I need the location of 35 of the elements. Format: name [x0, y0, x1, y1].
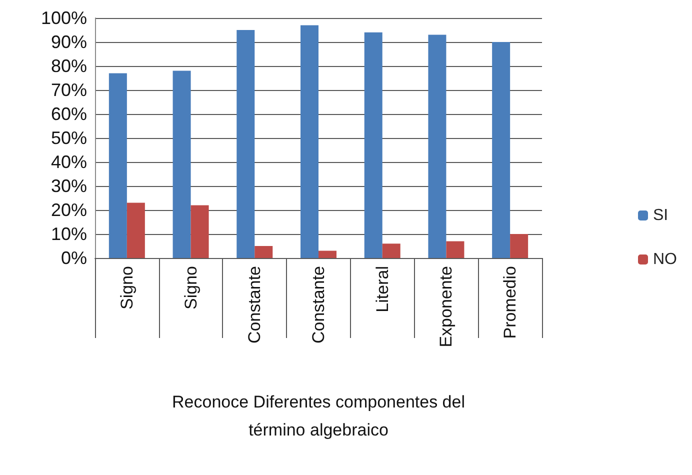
x-tick-label: Exponente: [436, 266, 456, 348]
bar: [236, 30, 255, 258]
x-tick-label: Constante: [245, 266, 264, 344]
bar: [364, 32, 382, 258]
legend-label: NO: [653, 251, 677, 268]
bar: [382, 244, 400, 258]
legend-label: SI: [653, 207, 668, 224]
y-tick-label: 60%: [50, 104, 87, 124]
x-tick-label: Signo: [117, 266, 136, 310]
y-tick-label: 80%: [50, 56, 87, 76]
bar: [318, 250, 336, 258]
y-tick-label: 10%: [50, 224, 87, 244]
x-tick-label: Literal: [372, 266, 392, 312]
y-tick-label: 0%: [60, 248, 87, 268]
y-tick-label: 70%: [50, 80, 87, 100]
bar: [300, 25, 318, 258]
y-tick-label: 30%: [50, 176, 87, 196]
y-tick-label: 40%: [50, 152, 87, 172]
bar: [190, 205, 209, 258]
x-tick-label: Promedio: [500, 266, 520, 339]
y-tick-label: 100%: [40, 8, 87, 28]
bar: [492, 42, 510, 258]
x-tick-label: Signo: [181, 266, 200, 310]
bar: [254, 246, 273, 258]
x-axis-title: Reconoce Diferentes componentes del término algebraico: [172, 392, 465, 440]
bar: [510, 234, 528, 258]
y-tick-label: 20%: [50, 200, 87, 220]
y-tick-label: 90%: [50, 32, 87, 52]
x-tick-label: Constante: [309, 266, 328, 344]
y-tick-label: 50%: [50, 128, 87, 148]
bar: [446, 241, 464, 258]
bar: [108, 73, 127, 258]
bar: [126, 202, 145, 258]
bar: [172, 70, 191, 258]
bar: [428, 34, 446, 258]
